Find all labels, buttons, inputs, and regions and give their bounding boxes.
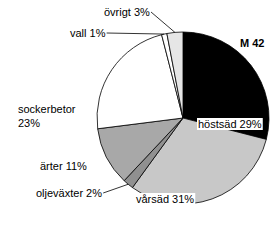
data-label: vall1% [70, 27, 106, 39]
pie-slice [167, 32, 183, 118]
data-label: höstsäd29% [198, 118, 262, 130]
label-category: höstsäd [198, 118, 237, 130]
label-value: 11% [66, 160, 87, 172]
data-label: sockerbetor 23% [18, 103, 76, 129]
label-category: sockerbetor [18, 103, 76, 115]
label-category: vall [70, 27, 87, 39]
chart-container: höstsäd29% vårsäd31% oljeväxter2% ärter11% s… [0, 0, 279, 227]
label-category: ärter [40, 160, 63, 172]
data-label: oljeväxter2% [36, 187, 102, 199]
label-value: 2% [86, 187, 102, 199]
labels: höstsäd29% vårsäd31% oljeväxter2% ärter11% s… [18, 6, 263, 205]
label-value: 29% [240, 118, 262, 130]
label-background [197, 118, 263, 130]
leader-line [103, 184, 128, 193]
leader-line [151, 12, 175, 32]
label-value: 23% [18, 117, 40, 129]
data-label: ärter11% [40, 160, 87, 172]
label-background [135, 193, 195, 205]
label-category: övrigt [104, 6, 131, 18]
slices [97, 32, 269, 204]
label-value: 1% [90, 27, 106, 39]
leader-line [107, 33, 165, 34]
label-category: vårsäd [136, 193, 169, 205]
pie-chart: höstsäd29% vårsäd31% oljeväxter2% ärter11% s… [0, 0, 279, 227]
data-label: vårsäd31% [136, 193, 194, 205]
label-category: oljeväxter [36, 187, 83, 199]
label-value: 31% [172, 193, 194, 205]
chart-title: M 42 [240, 37, 264, 49]
data-label: övrigt3% [104, 6, 150, 18]
label-value: 3% [134, 6, 150, 18]
